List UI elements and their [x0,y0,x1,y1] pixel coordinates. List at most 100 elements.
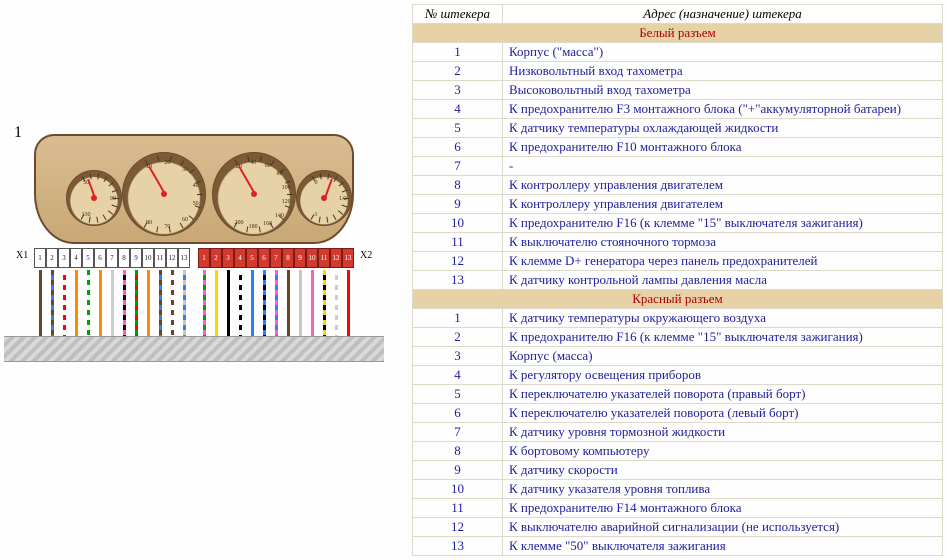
connector-pin: 12 [330,248,342,268]
connector-pin: 8 [282,248,294,268]
connector-pin: 13 [342,248,354,268]
table-row: 1К датчику температуры окружающего возду… [413,309,943,328]
pin-desc: К предохранителю F14 монтажного блока [503,499,943,518]
col-header-desc: Адрес (назначение) штекера [503,5,943,24]
gauge-number: 80 [146,220,152,226]
wire-harness [4,336,384,362]
gauge-number: 1 [315,212,318,218]
pin-number: 8 [413,176,503,195]
connector-pin: 4 [70,248,82,268]
wiring-diagram: 1 50901301020304050607080204060801001201… [4,4,404,384]
gauge-number: 140 [275,213,284,219]
table-row: 9К датчику скорости [413,461,943,480]
gauge-number: 120 [282,199,291,205]
connector-pin: 10 [306,248,318,268]
pin-number: 9 [413,195,503,214]
pin-desc: К бортовому компьютеру [503,442,943,461]
gauge-number: 160 [263,221,272,227]
table-row: 8К бортовому компьютеру [413,442,943,461]
gauge-number: 1/2 [339,196,347,202]
table-row: 10К датчику указателя уровня топлива [413,480,943,499]
pin-number: 6 [413,404,503,423]
pin-number: 12 [413,252,503,271]
pin-number: 9 [413,461,503,480]
gauge-temp: 5090130 [66,170,122,226]
connector-pin: 6 [94,248,106,268]
pin-number: 11 [413,233,503,252]
table-row: 2Низковольтный вход тахометра [413,62,943,81]
gauge-number: 130 [82,212,91,218]
section-header: Красный разъем [413,290,943,309]
connector-pin: 8 [118,248,130,268]
pin-desc: К регулятору освещения приборов [503,366,943,385]
gauge-number: 100 [282,185,291,191]
connector-pin: 6 [258,248,270,268]
pin-number: 10 [413,480,503,499]
connector-pin: 11 [154,248,166,268]
table-row: 12К выключателю аварийной сигнализации (… [413,518,943,537]
connector-pin: 9 [294,248,306,268]
pin-number: 7 [413,423,503,442]
pin-number: 4 [413,100,503,119]
connector-pin: 12 [166,248,178,268]
table-row: 10К предохранителю F16 (к клемме "15" вы… [413,214,943,233]
connector-pin: 5 [82,248,94,268]
gauge-number: 90 [110,196,116,202]
pin-desc: К датчику контрольной лампы давления мас… [503,271,943,290]
gauge-number: 40 [250,160,256,166]
pin-desc: К датчику указателя уровня топлива [503,480,943,499]
col-header-pin: № штекера [413,5,503,24]
connector-pin: 2 [46,248,58,268]
pin-desc: К выключателю аварийной сигнализации (не… [503,518,943,537]
table-row: 11К выключателю стояночного тормоза [413,233,943,252]
pin-desc: К предохранителю F10 монтажного блока [503,138,943,157]
pin-number: 12 [413,518,503,537]
pin-number: 5 [413,385,503,404]
table-row: 4К регулятору освещения приборов [413,366,943,385]
gauge-number: 80 [277,171,283,177]
pin-number: 3 [413,81,503,100]
pin-desc: К датчику температуры окружающего воздух… [503,309,943,328]
pin-number: 13 [413,537,503,556]
pin-desc: К клемме "50" выключателя зажигания [503,537,943,556]
table-row: 1Корпус ("масса") [413,43,943,62]
pin-desc: К датчику температуры охлаждающей жидкос… [503,119,943,138]
pin-desc: - [503,157,943,176]
connector-pin: 7 [270,248,282,268]
table-row: 11К предохранителю F14 монтажного блока [413,499,943,518]
gauge-number: 70 [164,224,170,230]
gauge-tacho: 1020304050607080 [122,152,206,236]
gauge-fuel: 0 1/2 1 [296,170,352,226]
pin-number: 7 [413,157,503,176]
connector-pin: 13 [178,248,190,268]
pin-number: 3 [413,347,503,366]
pin-desc: Низковольтный вход тахометра [503,62,943,81]
table-row: 7- [413,157,943,176]
table-row: 5К датчику температуры охлаждающей жидко… [413,119,943,138]
gauge-number: 60 [182,217,188,223]
pin-number: 11 [413,499,503,518]
callout-1: 1 [14,124,22,142]
connector-x2: 12345678910111213 [198,248,354,270]
gauge-number: 30 [182,167,188,173]
connector-pin: 9 [130,248,142,268]
connector-x1: 12345678910111213 [34,248,190,270]
table-row: 13К клемме "50" выключателя зажигания [413,537,943,556]
section-header: Белый разъем [413,24,943,43]
table-row: 2К предохранителю F16 (к клемме "15" вык… [413,328,943,347]
connector-pin: 4 [234,248,246,268]
instrument-cluster: 5090130102030405060708020406080100120140… [34,134,354,244]
table-row: 8К контроллеру управления двигателем [413,176,943,195]
gauge-number: 200 [235,220,244,226]
pin-desc: К предохранителю F16 (к клемме "15" выкл… [503,214,943,233]
pin-desc: Корпус ("масса") [503,43,943,62]
table-row: 3Корпус (масса) [413,347,943,366]
pin-desc: К переключателю указателей поворота (лев… [503,404,943,423]
connector-label-x2: X2 [360,250,372,261]
table-row: 4К предохранителю F3 монтажного блока ("… [413,100,943,119]
connector-label-x1: X1 [16,250,28,261]
table-row: 6К переключателю указателей поворота (ле… [413,404,943,423]
pin-number: 10 [413,214,503,233]
gauge-number: 0 [315,180,318,186]
connector-pin: 11 [318,248,330,268]
